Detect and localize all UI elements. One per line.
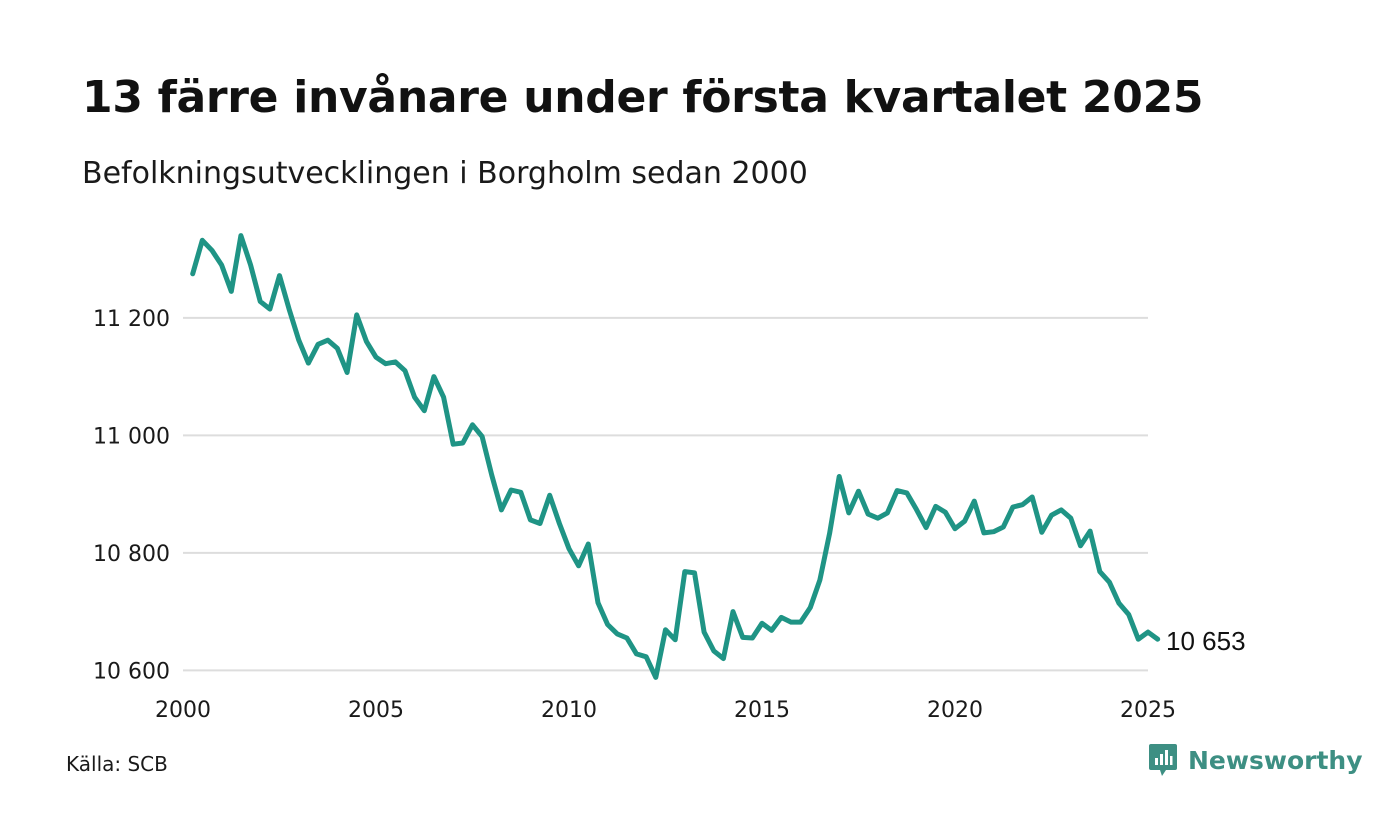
x-tick-label: 2025 [1120, 698, 1176, 723]
y-tick-label: 10 800 [93, 542, 170, 567]
gridlines [183, 316, 1148, 672]
series-layer [190, 233, 1161, 680]
newsworthy-logo-icon [1149, 744, 1177, 776]
x-axis-ticks: 2000 2005 2010 2015 2020 2025 [155, 698, 1176, 723]
series-line [190, 233, 1161, 680]
x-tick-label: 2015 [734, 698, 790, 723]
chart-subtitle: Befolkningsutvecklingen i Borgholm sedan… [82, 156, 808, 191]
brand-name: Newsworthy [1188, 745, 1363, 775]
y-tick-label: 11 000 [93, 424, 170, 449]
x-tick-label: 2005 [348, 698, 404, 723]
x-tick-label: 2020 [927, 698, 983, 723]
y-axis-ticks: 10 600 10 800 11 000 11 200 [93, 307, 170, 684]
end-value-label: 10 653 [1166, 626, 1246, 656]
chart-title: 13 färre invånare under första kvartalet… [82, 72, 1204, 123]
source-note: Källa: SCB [66, 752, 168, 776]
y-tick-label: 11 200 [93, 307, 170, 332]
x-tick-label: 2010 [541, 698, 597, 723]
end-label-layer: 10 653 [1166, 626, 1246, 656]
x-tick-label: 2000 [155, 698, 211, 723]
brand-logo: Newsworthy [1148, 742, 1363, 778]
y-tick-label: 10 600 [93, 659, 170, 684]
